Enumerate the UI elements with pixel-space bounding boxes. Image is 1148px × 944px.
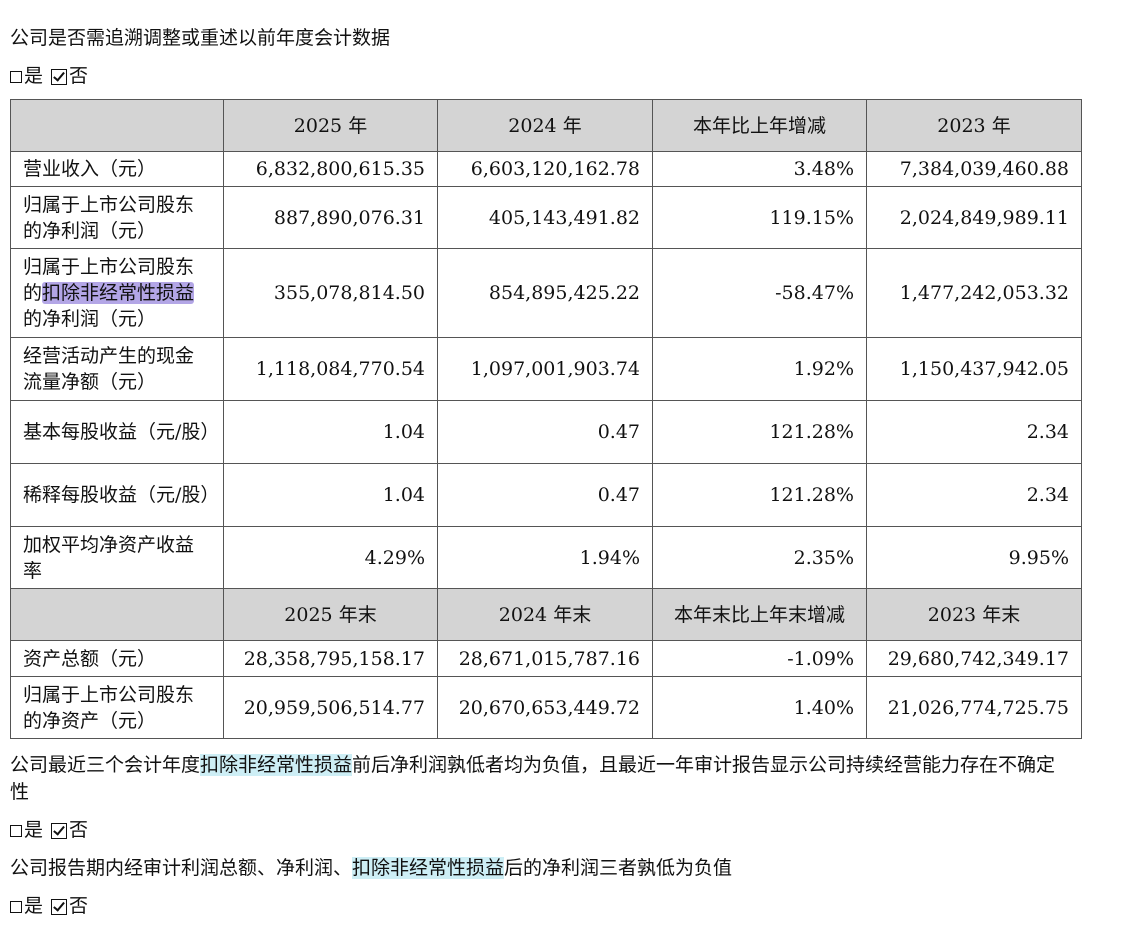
table-row: 基本每股收益（元/股） 1.04 0.47 121.28% 2.34 [10,400,1082,464]
value-cell: 2,024,849,989.11 [866,186,1082,249]
table-row: 资产总额（元） 28,358,795,158.17 28,671,015,787… [10,640,1082,677]
paragraph-text: 公司最近三个会计年度 [10,754,201,776]
value-cell: 2.35% [652,526,867,589]
header-cell: 本年末比上年末增减 [652,588,867,641]
header-blank-cell [10,588,224,641]
yes-label: 是 [24,65,44,87]
checkbox-group-2: 是否 [10,816,88,844]
value-cell: 6,603,120,162.78 [437,151,653,187]
row-label: 稀释每股收益（元/股） [10,463,224,527]
value-cell: 0.47 [437,400,653,464]
header-blank-cell [10,99,224,152]
value-cell: 1,118,084,770.54 [223,337,438,401]
header-cell: 2023 年末 [866,588,1082,641]
table-row: 加权平均净资产收益率 4.29% 1.94% 2.35% 9.95% [10,526,1082,589]
no-label: 否 [69,819,89,841]
value-cell: 9.95% [866,526,1082,589]
unchecked-box-icon[interactable] [10,71,22,83]
value-cell: 1,477,242,053.32 [866,248,1082,338]
value-cell: 355,078,814.50 [223,248,438,338]
value-cell: 29,680,742,349.17 [866,640,1082,677]
table-row: 归属于上市公司股东的扣除非经常性损益的净利润（元） 355,078,814.50… [10,248,1082,338]
value-cell: 21,026,774,725.75 [866,676,1082,739]
value-cell: 854,895,425.22 [437,248,653,338]
row-label-part: 归属于上市公司股东的 [23,256,195,304]
value-cell: 121.28% [652,400,867,464]
value-cell: 119.15% [652,186,867,249]
value-cell: 2.34 [866,400,1082,464]
row-label: 基本每股收益（元/股） [10,400,224,464]
paragraph-text: 公司报告期内经审计利润总额、净利润、 [10,857,353,879]
header-cell: 2025 年 [223,99,438,152]
value-cell: 405,143,491.82 [437,186,653,249]
no-label: 否 [69,65,89,87]
header-cell: 本年比上年增减 [652,99,867,152]
row-label: 归属于上市公司股东的净利润（元） [10,186,224,249]
value-cell: 28,358,795,158.17 [223,640,438,677]
highlighted-term[interactable]: 扣除非经常性损益 [200,754,353,776]
row-label: 归属于上市公司股东的净资产（元） [10,676,224,739]
header-cell: 2024 年末 [437,588,653,641]
row-label-part: 的净利润（元） [23,308,157,330]
row-label: 加权平均净资产收益率 [10,526,224,589]
yes-label: 是 [24,819,44,841]
value-cell: 2.34 [866,463,1082,527]
checked-box-icon[interactable] [51,823,68,839]
financial-table: 2025 年 2024 年 本年比上年增减 2023 年 营业收入（元） 6,8… [10,99,1082,739]
yes-label: 是 [24,895,44,917]
value-cell: 3.48% [652,151,867,187]
value-cell: 20,959,506,514.77 [223,676,438,739]
value-cell: 1.04 [223,463,438,527]
checkbox-group-3: 是否 [10,892,88,920]
checked-box-icon[interactable] [51,69,68,85]
table-header-row: 2025 年末 2024 年末 本年末比上年末增减 2023 年末 [10,588,1082,641]
table-row: 归属于上市公司股东的净资产（元） 20,959,506,514.77 20,67… [10,676,1082,739]
value-cell: 1.94% [437,526,653,589]
table-row: 经营活动产生的现金流量净额（元） 1,118,084,770.54 1,097,… [10,337,1082,401]
row-label: 资产总额（元） [10,640,224,677]
row-label: 归属于上市公司股东的扣除非经常性损益的净利润（元） [10,248,224,338]
value-cell: 1,097,001,903.74 [437,337,653,401]
highlighted-term[interactable]: 扣除非经常性损益 [352,857,505,879]
paragraph-text: 前后净利润孰低者均为负值，且最近一年审计报告显示公司持续经营能力存在不确定性 [10,754,1056,803]
value-cell: -58.47% [652,248,867,338]
checkbox-group-1: 是否 [10,62,88,90]
paragraph-negative-profit: 公司报告期内经审计利润总额、净利润、扣除非经常性损益后的净利润三者孰低为负值 [10,854,732,882]
table-row: 归属于上市公司股东的净利润（元） 887,890,076.31 405,143,… [10,186,1082,249]
unchecked-box-icon[interactable] [10,901,22,913]
value-cell: -1.09% [652,640,867,677]
value-cell: 1.92% [652,337,867,401]
value-cell: 6,832,800,615.35 [223,151,438,187]
value-cell: 7,384,039,460.88 [866,151,1082,187]
row-label: 经营活动产生的现金流量净额（元） [10,337,224,401]
checked-box-icon[interactable] [51,899,68,915]
no-label: 否 [69,895,89,917]
table-row: 稀释每股收益（元/股） 1.04 0.47 121.28% 2.34 [10,463,1082,527]
paragraph-text: 后的净利润三者孰低为负值 [504,857,733,879]
table-header-row: 2025 年 2024 年 本年比上年增减 2023 年 [10,99,1082,152]
value-cell: 887,890,076.31 [223,186,438,249]
value-cell: 1,150,437,942.05 [866,337,1082,401]
value-cell: 1.40% [652,676,867,739]
value-cell: 28,671,015,787.16 [437,640,653,677]
row-label: 营业收入（元） [10,151,224,187]
table-row: 营业收入（元） 6,832,800,615.35 6,603,120,162.7… [10,151,1082,187]
paragraph-going-concern: 公司最近三个会计年度扣除非经常性损益前后净利润孰低者均为负值，且最近一年审计报告… [10,752,1070,806]
value-cell: 121.28% [652,463,867,527]
question-restatement: 公司是否需追溯调整或重述以前年度会计数据 [10,27,391,49]
value-cell: 0.47 [437,463,653,527]
value-cell: 1.04 [223,400,438,464]
unchecked-box-icon[interactable] [10,825,22,837]
value-cell: 4.29% [223,526,438,589]
highlighted-term[interactable]: 扣除非经常性损益 [42,282,195,304]
header-cell: 2023 年 [866,99,1082,152]
value-cell: 20,670,653,449.72 [437,676,653,739]
header-cell: 2025 年末 [223,588,438,641]
header-cell: 2024 年 [437,99,653,152]
